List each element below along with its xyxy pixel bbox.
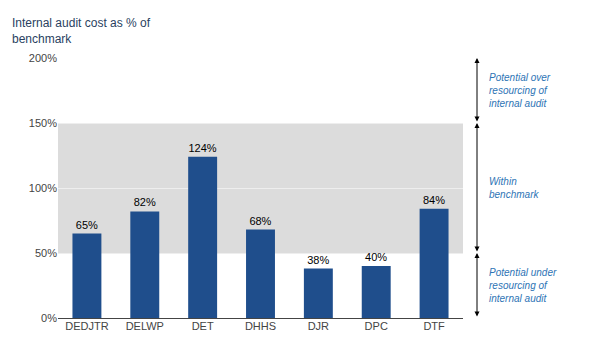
svg-text:50%: 50%	[35, 247, 57, 259]
svg-text:40%: 40%	[365, 251, 387, 263]
svg-text:0%: 0%	[41, 312, 57, 324]
svg-text:Potential overresourcing ofint: Potential overresourcing ofinternal audi…	[489, 72, 551, 109]
svg-text:DET: DET	[192, 320, 214, 332]
svg-text:DTF: DTF	[423, 320, 445, 332]
svg-text:124%: 124%	[188, 142, 216, 154]
svg-text:150%: 150%	[29, 117, 57, 129]
svg-text:200%: 200%	[29, 52, 57, 64]
svg-text:DELWP: DELWP	[126, 320, 164, 332]
svg-text:Internal audit cost as % ofben: Internal audit cost as % ofbenchmark	[12, 16, 151, 46]
svg-text:68%: 68%	[249, 215, 271, 227]
svg-text:100%: 100%	[29, 182, 57, 194]
svg-text:DHHS: DHHS	[245, 320, 276, 332]
svg-text:DJR: DJR	[308, 320, 329, 332]
svg-text:65%: 65%	[76, 219, 98, 231]
svg-text:Potential underresourcing ofin: Potential underresourcing ofinternal aud…	[489, 267, 557, 304]
svg-text:DPC: DPC	[365, 320, 388, 332]
svg-text:Withinbenchmark: Withinbenchmark	[489, 176, 539, 200]
svg-text:84%: 84%	[423, 194, 445, 206]
svg-text:82%: 82%	[134, 196, 156, 208]
svg-text:DEDJTR: DEDJTR	[65, 320, 108, 332]
svg-text:38%: 38%	[307, 254, 329, 266]
